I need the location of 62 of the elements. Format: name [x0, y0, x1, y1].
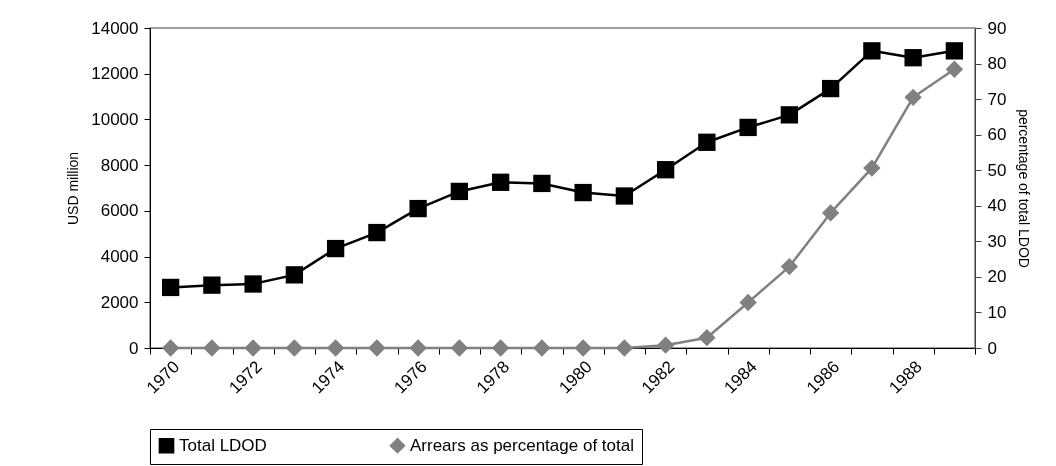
y2-axis-title: percentage of total LDOD: [1016, 109, 1033, 268]
point: [244, 339, 262, 357]
point: [739, 118, 757, 137]
point: [533, 174, 551, 193]
y2-tick-label: 30: [987, 231, 1007, 251]
y2-tick-label: 40: [987, 196, 1007, 216]
point: [326, 239, 345, 258]
point: [409, 199, 427, 218]
point: [203, 276, 221, 294]
point: [368, 223, 386, 242]
y-tick-label: 8000: [100, 155, 139, 175]
y2-tick-label: 60: [987, 125, 1007, 145]
point: [821, 79, 840, 98]
point: [368, 339, 386, 357]
point: [780, 257, 799, 276]
point: [863, 42, 881, 60]
y2-tick-label: 70: [987, 89, 1007, 109]
y-tick-label: 0: [129, 338, 139, 358]
y-axis-title: USD million: [65, 151, 82, 226]
point: [698, 133, 716, 151]
point: [161, 278, 180, 297]
point: [533, 339, 551, 357]
point: [285, 339, 304, 357]
point: [491, 173, 510, 191]
legend-label: Total LDOD: [179, 435, 267, 455]
y2-tick-label: 90: [987, 18, 1007, 38]
point: [656, 161, 675, 179]
point: [574, 339, 592, 357]
point: [450, 182, 469, 201]
point: [780, 106, 799, 124]
point: [615, 187, 634, 205]
point: [904, 88, 922, 106]
y2-tick-label: 10: [987, 302, 1007, 322]
point: [904, 49, 922, 67]
point: [244, 275, 262, 293]
y-tick-label: 14000: [91, 18, 139, 38]
point: [326, 339, 345, 357]
y-tick-label: 12000: [91, 64, 139, 84]
y2-tick-label: 20: [987, 267, 1007, 287]
y2-tick-label: 50: [987, 160, 1007, 180]
point: [450, 339, 469, 357]
point: [491, 339, 510, 357]
y-tick-label: 6000: [100, 201, 139, 221]
y2-tick-label: 0: [987, 338, 997, 358]
point: [945, 42, 964, 60]
point: [409, 339, 427, 357]
y-tick-label: 10000: [91, 109, 139, 129]
point: [821, 204, 840, 222]
point: [574, 183, 592, 202]
legend-label: Arrears as percentage of total: [410, 435, 634, 455]
point: [285, 266, 304, 284]
point: [945, 60, 964, 78]
point: [863, 159, 881, 177]
y-tick-label: 2000: [100, 292, 139, 312]
point: [161, 339, 180, 357]
point: [615, 339, 634, 357]
y2-tick-label: 80: [987, 54, 1007, 74]
point: [203, 339, 221, 357]
point: [698, 329, 716, 347]
point: [656, 336, 675, 354]
point: [739, 293, 757, 312]
y-tick-label: 4000: [100, 247, 139, 267]
